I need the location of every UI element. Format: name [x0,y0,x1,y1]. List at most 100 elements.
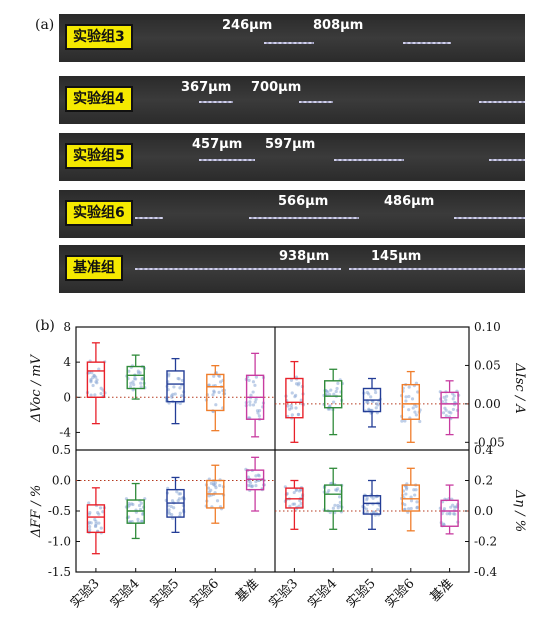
scatter-point [217,374,222,379]
scatter-point [248,403,252,407]
scatter-point [442,522,446,526]
scatter-point [170,512,174,517]
scatter-point [250,485,254,489]
scatter-point [178,401,182,406]
scatter-point [294,406,298,410]
scatter-point [138,507,143,512]
y-tick-label: -1.0 [48,535,71,549]
grid-line-segment [264,42,314,44]
x-tick-label: 基准 [427,576,456,605]
micrograph-strip-4: 实验组6 566μm 486μm [59,190,525,238]
grid-line-segment [454,217,525,219]
y-tick-label: -0.4 [474,565,498,579]
scatter-point [139,385,143,389]
scatter-point [296,412,300,417]
box-实验5 [164,357,186,425]
scatter-point [365,496,369,500]
box-基准 [244,352,266,438]
grid-line-segment [489,159,525,161]
box-实验6 [204,365,227,432]
scatter-point [415,500,419,504]
scatter-point [449,505,453,509]
x-tick-label: 实验4 [107,576,143,612]
box-plot-bottom-left: -1.5 -1.0 -0.5 0.0 0.5 ΔFF / % 实验3 实验4 实验5 实验6 基准 [29,443,275,611]
y-axis-label: ΔVoc / mV [29,353,44,423]
scatter-point [409,499,414,503]
grid-line-segment [299,101,333,103]
scatter-point [128,520,132,524]
scatter-point [212,374,216,378]
scatter-point [364,507,369,511]
scatter-point [247,378,251,382]
micrograph-strip-1: 实验组3 246μm 808μm [59,14,525,62]
scatter-point [127,369,131,373]
scatter-point [405,486,409,490]
scatter-point [332,392,336,396]
scatter-point [327,488,331,493]
box-基准: 基准 [233,456,266,605]
measurement-label: 145μm [371,249,422,264]
micrograph-strip-3: 实验组5 457μm 597μm [59,133,525,181]
scatter-point [177,492,181,496]
scatter-point [140,519,144,523]
iqr-box [324,484,343,512]
scatter-point [167,508,171,512]
scatter-point [410,397,415,401]
scatter-point [297,381,301,385]
box-plot-top-right: -0.05 0.00 0.05 0.10 ΔIsc / A [275,320,527,449]
measurement-label: 486μm [384,194,435,209]
scatter-point [416,390,420,394]
scatter-point [289,378,294,383]
scatter-point [88,527,92,532]
strip-label: 实验组6 [65,200,133,226]
scatter-point [127,503,131,507]
scatter-point [414,413,418,417]
strip-label: 基准组 [65,255,123,281]
scatter-point [136,517,140,521]
scatter-point [97,521,101,525]
iqr-box [166,370,185,403]
scatter-point [255,409,260,413]
scatter-point [172,506,176,510]
y-tick-label: 4 [63,355,71,369]
scatter-point [173,392,177,396]
scatter-point [442,395,446,399]
iqr-box [126,365,145,390]
scatter-point [451,503,455,507]
scatter-point [452,505,457,509]
scatter-point [376,507,380,512]
x-tick-label: 实验3 [67,576,103,612]
x-tick-label: 实验5 [147,576,183,612]
scatter-point [177,497,182,501]
scatter-point [365,510,369,514]
y-tick-label: 0.5 [52,443,71,457]
y-tick-label: 8 [63,320,71,334]
y-tick-label: 0 [63,390,71,404]
box-实验6: 实验6 [382,467,420,611]
panel-a-label: (a) [35,17,55,33]
scatter-point [91,383,95,388]
grid-line-segment [479,101,525,103]
grid-line-segment [349,268,525,270]
x-tick-label: 实验6 [187,576,223,612]
scatter-point [257,414,261,418]
y-tick-label: 0.00 [474,397,501,411]
scatter-point [400,419,404,423]
scatter-point [447,410,451,414]
strip-label: 实验组5 [65,143,133,169]
scatter-point [170,395,174,399]
grid-line-segment [334,159,404,161]
scatter-point [180,378,185,383]
scatter-point [132,377,137,381]
iqr-box [206,373,225,412]
scatter-point [95,381,99,385]
scatter-point [445,394,449,398]
y-tick-label: 0.4 [474,443,493,457]
y-tick-label: -0.2 [474,535,497,549]
scatter-point [217,390,221,394]
scatter-point [293,395,297,399]
scatter-point [336,487,340,491]
scatter-point [336,381,340,385]
measurement-label: 566μm [278,194,329,209]
box-plot-bottom-right: -0.4 -0.2 0.0 0.2 0.4 Δη / % 实验3 实验4 实验5 实验6 基准 [266,443,527,611]
